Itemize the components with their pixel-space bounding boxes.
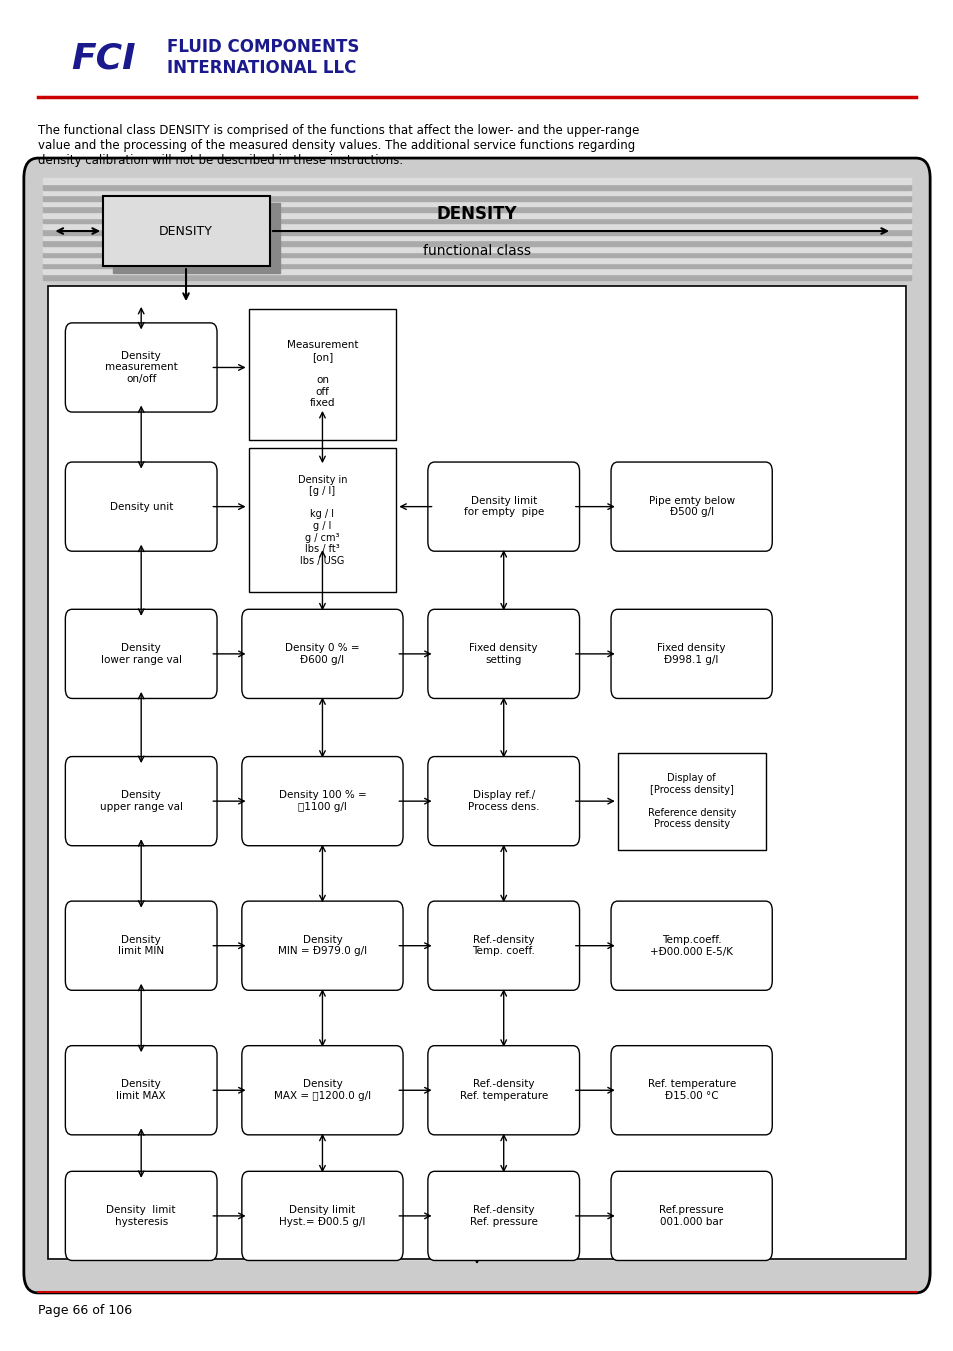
- Text: Density
limit MAX: Density limit MAX: [116, 1079, 166, 1101]
- Text: Density limit
for empty  pipe: Density limit for empty pipe: [463, 496, 543, 517]
- Text: Density in
[g / l]

kg / l
g / l
g / cm³
lbs / ft³
lbs / USG: Density in [g / l] kg / l g / l g / cm³ …: [297, 474, 347, 566]
- FancyBboxPatch shape: [65, 462, 216, 551]
- Text: DENSITY: DENSITY: [436, 205, 517, 223]
- FancyBboxPatch shape: [427, 609, 578, 698]
- FancyBboxPatch shape: [65, 609, 216, 698]
- Bar: [43, 274, 910, 280]
- Bar: [112, 203, 279, 273]
- Text: Density
MAX = 1200.0 g/l: Density MAX = 1200.0 g/l: [274, 1079, 371, 1101]
- Bar: [618, 753, 764, 850]
- Bar: [43, 201, 910, 207]
- Text: The functional class DENSITY is comprised of the functions that affect the lower: The functional class DENSITY is comprise…: [38, 124, 639, 168]
- Text: Density
MIN = Ð979.0 g/l: Density MIN = Ð979.0 g/l: [277, 935, 367, 957]
- Text: Ref.-density
Ref. pressure: Ref.-density Ref. pressure: [469, 1205, 537, 1227]
- Bar: [43, 235, 910, 240]
- FancyBboxPatch shape: [610, 1171, 772, 1260]
- FancyBboxPatch shape: [610, 1046, 772, 1135]
- FancyBboxPatch shape: [610, 462, 772, 551]
- Text: Density 0 % =
Ð600 g/l: Density 0 % = Ð600 g/l: [285, 643, 359, 665]
- Text: Measurement
[on]

on
off
fixed: Measurement [on] on off fixed: [287, 340, 357, 408]
- FancyBboxPatch shape: [242, 1171, 402, 1260]
- FancyBboxPatch shape: [610, 901, 772, 990]
- Bar: [43, 269, 910, 274]
- FancyBboxPatch shape: [65, 323, 216, 412]
- FancyBboxPatch shape: [427, 1171, 578, 1260]
- Text: FCI: FCI: [71, 41, 136, 76]
- FancyBboxPatch shape: [65, 757, 216, 846]
- Bar: [43, 184, 910, 189]
- FancyBboxPatch shape: [242, 609, 402, 698]
- Text: Density  limit
hysteresis: Density limit hysteresis: [107, 1205, 175, 1227]
- Text: functional class: functional class: [422, 245, 531, 258]
- Bar: [248, 449, 396, 592]
- Text: Density
lower range val: Density lower range val: [101, 643, 181, 665]
- Text: Density unit: Density unit: [110, 501, 172, 512]
- FancyBboxPatch shape: [65, 1046, 216, 1135]
- Text: Density
upper range val: Density upper range val: [99, 790, 183, 812]
- Bar: [43, 246, 910, 251]
- Text: Fixed density
setting: Fixed density setting: [469, 643, 537, 665]
- Text: Density limit
Hyst.= Ð00.5 g/l: Density limit Hyst.= Ð00.5 g/l: [279, 1205, 365, 1227]
- Bar: [43, 228, 910, 235]
- Bar: [43, 251, 910, 257]
- Text: Temp.coeff.
+Ð00.000 E-5/K: Temp.coeff. +Ð00.000 E-5/K: [649, 935, 733, 957]
- Text: Pipe emty below
Ð500 g/l: Pipe emty below Ð500 g/l: [648, 496, 734, 517]
- Bar: [43, 262, 910, 269]
- Text: Ref. temperature
Ð15.00 °C: Ref. temperature Ð15.00 °C: [647, 1079, 735, 1101]
- FancyBboxPatch shape: [242, 757, 402, 846]
- Text: Density
limit MIN: Density limit MIN: [118, 935, 164, 957]
- Bar: [48, 286, 905, 1259]
- Text: Page 66 of 106: Page 66 of 106: [38, 1304, 132, 1317]
- FancyBboxPatch shape: [610, 609, 772, 698]
- Text: Density
measurement
on/off: Density measurement on/off: [105, 351, 177, 384]
- Text: DENSITY: DENSITY: [159, 224, 213, 238]
- Text: Ref.-density
Ref. temperature: Ref.-density Ref. temperature: [459, 1079, 547, 1101]
- FancyBboxPatch shape: [242, 901, 402, 990]
- FancyBboxPatch shape: [242, 1046, 402, 1135]
- FancyBboxPatch shape: [24, 158, 929, 1293]
- Text: Ref.pressure
001.000 bar: Ref.pressure 001.000 bar: [659, 1205, 723, 1227]
- FancyBboxPatch shape: [427, 462, 578, 551]
- Bar: [43, 223, 910, 228]
- FancyBboxPatch shape: [65, 901, 216, 990]
- Bar: [48, 286, 905, 1259]
- Bar: [103, 196, 270, 266]
- FancyBboxPatch shape: [427, 1046, 578, 1135]
- Bar: [43, 189, 910, 195]
- Bar: [43, 240, 910, 246]
- Bar: [43, 207, 910, 212]
- Text: Fixed density
Ð998.1 g/l: Fixed density Ð998.1 g/l: [657, 643, 725, 665]
- Bar: [43, 257, 910, 262]
- Bar: [43, 178, 910, 184]
- Text: Ref.-density
Temp. coeff.: Ref.-density Temp. coeff.: [472, 935, 535, 957]
- Text: FLUID COMPONENTS: FLUID COMPONENTS: [167, 38, 359, 57]
- FancyBboxPatch shape: [427, 757, 578, 846]
- Text: Display ref./
Process dens.: Display ref./ Process dens.: [468, 790, 538, 812]
- Bar: [43, 218, 910, 223]
- Bar: [43, 212, 910, 218]
- Text: Display of
[Process density]

Reference density
Process density: Display of [Process density] Reference d…: [647, 773, 735, 830]
- Text: Density 100 % =
1100 g/l: Density 100 % = 1100 g/l: [278, 790, 366, 812]
- Bar: [248, 309, 396, 440]
- Text: INTERNATIONAL LLC: INTERNATIONAL LLC: [167, 58, 356, 77]
- FancyBboxPatch shape: [427, 901, 578, 990]
- Bar: [43, 195, 910, 201]
- FancyBboxPatch shape: [65, 1171, 216, 1260]
